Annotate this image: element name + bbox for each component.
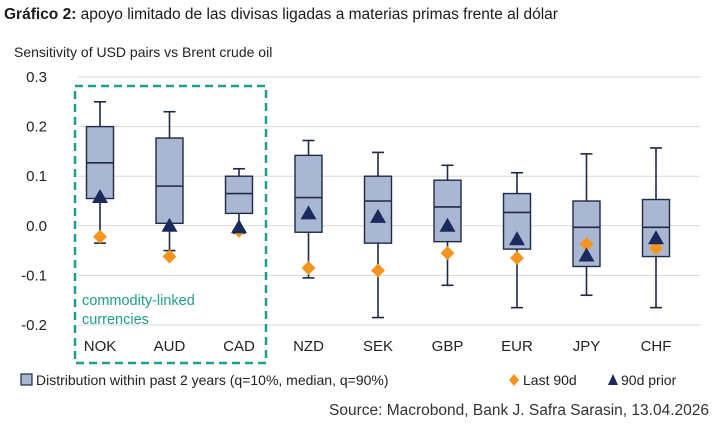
box — [155, 137, 184, 225]
90d-prior-marker — [161, 217, 178, 232]
last-90d-marker — [579, 237, 594, 252]
x-tick-label: NZD — [293, 338, 324, 355]
box — [224, 175, 254, 215]
legend-diamond-marker — [509, 374, 519, 386]
x-tick-label: EUR — [501, 338, 533, 355]
x-tick-label: JPY — [573, 338, 601, 355]
90d-prior-marker — [648, 230, 664, 245]
legend-triangle-marker — [608, 374, 618, 385]
legend-diamond-label: Last 90d — [523, 372, 577, 388]
x-tick-label: GBP — [432, 338, 464, 355]
box — [294, 154, 323, 233]
last-90d-marker — [93, 229, 107, 244]
x-tick-label: CAD — [223, 338, 255, 355]
90d-prior-marker — [509, 231, 525, 246]
chart-title: Sensitivity of USD pairs vs Brent crude … — [14, 44, 272, 60]
y-tick-label: 0.0 — [26, 218, 47, 235]
last-90d-marker — [162, 249, 177, 264]
annotation-line-2: currencies — [82, 312, 149, 328]
legend-box-swatch — [20, 373, 33, 386]
y-axis: 0.3 0.2 0.1 0.0 -0.1 -0.2 — [21, 69, 47, 334]
plot-area — [85, 101, 671, 319]
x-tick-label: SEK — [363, 338, 393, 355]
90d-prior-marker — [231, 219, 247, 234]
heading-text: apoyo limitado de las divisas ligadas a … — [80, 6, 558, 23]
last-90d-marker — [301, 260, 316, 275]
last-90d-marker — [510, 251, 524, 266]
y-tick-label: -0.2 — [21, 317, 47, 334]
y-tick-label: -0.1 — [21, 267, 47, 284]
90d-prior-marker — [439, 217, 456, 232]
annotation-line-1: commodity-linked — [82, 293, 195, 309]
x-axis: NOK AUD CAD NZD SEK GBP EUR JPY CHF — [84, 338, 672, 355]
90d-prior-marker — [578, 247, 595, 262]
90d-prior-marker — [370, 208, 386, 223]
legend-triangle-label: 90d prior — [621, 372, 677, 388]
90d-prior-marker — [92, 189, 108, 204]
last-90d-marker — [649, 241, 663, 256]
x-tick-label: AUD — [154, 338, 186, 355]
y-tick-label: 0.1 — [26, 168, 47, 185]
legend: Distribution within past 2 years (q=10%,… — [20, 372, 677, 388]
heading-label: Gráfico 2: — [4, 6, 77, 23]
legend-box-label: Distribution within past 2 years (q=10%,… — [36, 372, 389, 388]
x-tick-label: NOK — [84, 338, 117, 355]
y-tick-label: 0.2 — [26, 119, 47, 136]
box — [433, 179, 462, 243]
90d-prior-marker — [300, 205, 317, 220]
x-tick-label: CHF — [641, 338, 672, 355]
y-tick-label: 0.3 — [26, 69, 47, 86]
commodity-group-frame — [73, 84, 268, 365]
source-note: Source: Macrobond, Bank J. Safra Sarasin… — [329, 402, 709, 419]
last-90d-marker — [440, 246, 455, 261]
chart-heading: Gráfico 2: apoyo limitado de las divisas… — [4, 6, 558, 24]
last-90d-marker — [371, 263, 385, 278]
